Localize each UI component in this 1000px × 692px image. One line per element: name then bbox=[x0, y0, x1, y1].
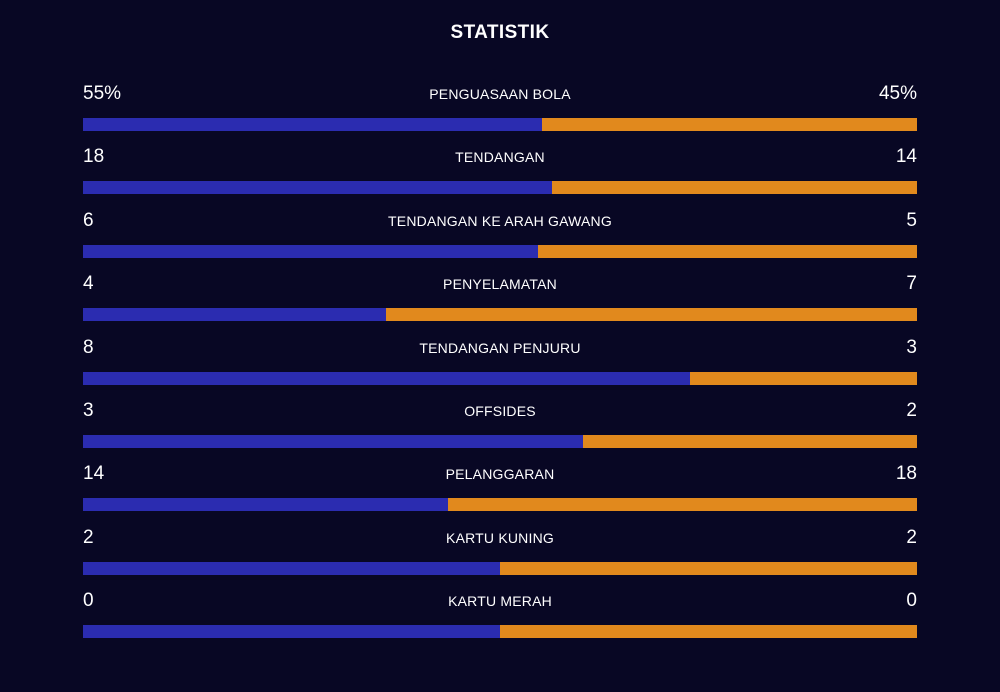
stat-row-fouls: 14 PELANGGARAN 18 bbox=[83, 460, 917, 523]
comparison-bar bbox=[83, 498, 917, 512]
comparison-bar bbox=[83, 244, 917, 258]
stat-label: PELANGGARAN bbox=[445, 466, 555, 483]
home-bar-fill bbox=[83, 561, 500, 575]
home-bar-fill bbox=[83, 118, 542, 131]
home-bar-fill bbox=[83, 625, 500, 639]
stat-row-corners: 8 TENDANGAN PENJURU 3 bbox=[83, 334, 917, 397]
comparison-bar bbox=[83, 181, 917, 195]
home-value: 18 bbox=[83, 146, 105, 168]
home-value: 14 bbox=[83, 463, 105, 485]
home-bar-fill bbox=[83, 434, 584, 448]
stat-label: OFFSIDES bbox=[464, 402, 536, 419]
stat-label: PENYELAMATAN bbox=[443, 276, 557, 293]
stat-row-saves: 4 PENYELAMATAN 7 bbox=[83, 270, 917, 333]
comparison-bar bbox=[83, 625, 917, 639]
home-value: 6 bbox=[83, 209, 94, 231]
stat-row-possession: 55% PENGUASAAN BOLA 45% bbox=[83, 80, 917, 143]
home-value: 55% bbox=[83, 83, 122, 104]
home-bar-fill bbox=[83, 308, 387, 322]
comparison-bar bbox=[83, 434, 917, 448]
comparison-bar bbox=[83, 118, 917, 131]
away-value: 14 bbox=[895, 146, 917, 168]
home-value: 3 bbox=[83, 399, 94, 421]
stat-label: TENDANGAN PENJURU bbox=[419, 339, 581, 356]
stats-list: 55% PENGUASAAN BOLA 45% 18 TENDANGAN 14 … bbox=[83, 80, 917, 651]
stat-row-red-cards: 0 KARTU MERAH 0 bbox=[83, 587, 917, 650]
away-value: 18 bbox=[895, 463, 917, 485]
away-value: 2 bbox=[906, 399, 917, 421]
away-value: 5 bbox=[906, 209, 917, 231]
away-value: 2 bbox=[906, 526, 917, 548]
stat-row-shots-on-target: 6 TENDANGAN KE ARAH GAWANG 5 bbox=[83, 207, 917, 270]
stat-label: TENDANGAN bbox=[455, 149, 545, 166]
home-bar-fill bbox=[83, 371, 690, 385]
home-value: 2 bbox=[83, 526, 94, 548]
stat-label: TENDANGAN KE ARAH GAWANG bbox=[388, 212, 612, 229]
comparison-bar bbox=[83, 308, 917, 322]
away-value: 0 bbox=[906, 590, 917, 612]
stat-row-yellow-cards: 2 KARTU KUNING 2 bbox=[83, 524, 917, 587]
stat-label: PENGUASAAN BOLA bbox=[429, 86, 571, 102]
home-value: 4 bbox=[83, 273, 94, 295]
home-value: 8 bbox=[83, 336, 94, 358]
home-bar-fill bbox=[83, 244, 538, 258]
stat-row-offsides: 3 OFFSIDES 2 bbox=[83, 397, 917, 460]
stat-label: KARTU KUNING bbox=[446, 529, 554, 546]
comparison-bar bbox=[83, 561, 917, 575]
home-bar-fill bbox=[83, 181, 553, 195]
comparison-bar bbox=[83, 371, 917, 385]
stat-label: KARTU MERAH bbox=[448, 593, 552, 610]
away-value: 3 bbox=[906, 336, 917, 358]
stats-title: STATISTIK bbox=[450, 22, 550, 43]
home-bar-fill bbox=[83, 498, 448, 512]
home-value: 0 bbox=[83, 590, 94, 612]
away-value: 7 bbox=[906, 273, 917, 295]
away-value: 45% bbox=[878, 83, 917, 104]
stat-row-shots: 18 TENDANGAN 14 bbox=[83, 143, 917, 206]
